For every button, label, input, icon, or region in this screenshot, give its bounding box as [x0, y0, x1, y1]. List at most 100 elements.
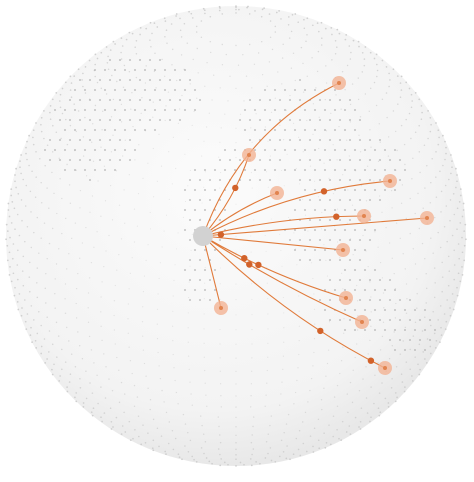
- grid-dot: [430, 237, 432, 239]
- land-dot: [144, 109, 146, 111]
- land-dot: [254, 169, 256, 171]
- land-dot: [339, 319, 341, 321]
- grid-dot: [164, 450, 167, 453]
- grid-dot: [131, 32, 134, 35]
- grid-dot: [235, 5, 237, 7]
- land-dot: [99, 139, 101, 141]
- land-dot: [159, 79, 161, 81]
- grid-dot: [453, 213, 456, 216]
- grid-dot: [101, 129, 103, 131]
- grid-dot: [123, 189, 125, 191]
- grid-dot: [66, 143, 69, 146]
- land-dot: [359, 279, 361, 281]
- grid-dot: [65, 326, 68, 329]
- grid-dot: [120, 103, 123, 106]
- land-dot: [194, 269, 196, 271]
- grid-dot: [235, 283, 237, 285]
- grid-dot: [235, 343, 237, 345]
- grid-dot: [103, 353, 105, 355]
- grid-dot: [203, 9, 206, 12]
- land-dot: [164, 69, 166, 71]
- grid-dot: [227, 100, 229, 102]
- grid-dot: [340, 108, 342, 110]
- grid-dot: [211, 462, 213, 465]
- grid-dot: [206, 126, 208, 128]
- land-dot: [319, 199, 321, 201]
- land-dot: [344, 169, 346, 171]
- grid-dot: [141, 321, 144, 323]
- grid-dot: [235, 142, 237, 144]
- grid-dot: [250, 441, 253, 444]
- grid-dot: [184, 200, 187, 203]
- grid-dot: [270, 415, 272, 417]
- grid-dot: [318, 447, 321, 450]
- grid-dot: [8, 215, 11, 218]
- grid-dot: [400, 202, 403, 204]
- grid-dot: [235, 87, 237, 90]
- grid-dot: [235, 454, 237, 456]
- land-dot: [294, 169, 296, 171]
- grid-dot: [235, 426, 237, 428]
- land-dot: [189, 179, 191, 181]
- land-dot: [284, 89, 286, 91]
- grid-dot: [195, 25, 198, 28]
- grid-dot: [311, 57, 313, 59]
- grid-dot: [87, 321, 90, 323]
- grid-dot: [404, 268, 406, 270]
- land-dot: [314, 89, 316, 91]
- grid-dot: [318, 116, 320, 118]
- grid-dot: [204, 85, 206, 87]
- land-dot: [69, 99, 71, 101]
- land-dot: [79, 99, 81, 101]
- grid-dot: [336, 429, 338, 431]
- grid-dot: [75, 130, 78, 133]
- land-dot: [319, 239, 321, 241]
- land-dot: [269, 179, 271, 181]
- grid-dot: [190, 393, 192, 395]
- land-dot: [349, 319, 351, 321]
- land-dot: [309, 219, 311, 221]
- land-dot: [299, 159, 301, 161]
- grid-dot: [384, 397, 387, 400]
- destination-core: [337, 81, 341, 85]
- land-dot: [104, 69, 106, 71]
- land-dot: [154, 69, 156, 71]
- grid-dot: [91, 195, 94, 197]
- grid-dot: [269, 20, 272, 22]
- grid-dot: [399, 82, 402, 84]
- grid-dot: [427, 110, 429, 112]
- grid-dot: [105, 93, 108, 95]
- grid-dot: [25, 184, 28, 187]
- land-dot: [359, 259, 361, 261]
- land-dot: [129, 79, 131, 81]
- grid-dot: [202, 433, 205, 435]
- land-dot: [264, 89, 266, 91]
- grid-dot: [165, 29, 168, 31]
- grid-dot: [65, 217, 67, 220]
- grid-dot: [330, 27, 333, 29]
- grid-dot: [120, 238, 123, 240]
- grid-dot: [221, 13, 224, 15]
- grid-dot: [369, 420, 371, 423]
- grid-dot: [418, 98, 421, 101]
- grid-dot: [201, 424, 203, 427]
- grid-dot: [84, 116, 86, 119]
- grid-dot: [425, 302, 427, 304]
- grid-dot: [274, 25, 277, 28]
- grid-dot: [13, 207, 16, 210]
- grid-dot: [46, 316, 48, 318]
- grid-dot: [158, 365, 160, 367]
- grid-dot: [118, 369, 120, 371]
- grid-dot: [160, 435, 163, 437]
- grid-dot: [235, 44, 237, 47]
- grid-dot: [94, 63, 97, 66]
- origin-node[interactable]: [193, 226, 213, 246]
- grid-dot: [437, 129, 440, 132]
- grid-dot: [395, 222, 398, 224]
- grid-dot: [204, 282, 206, 284]
- grid-dot: [235, 251, 237, 253]
- grid-dot: [414, 263, 417, 265]
- grid-dot: [265, 394, 267, 396]
- land-dot: [69, 119, 71, 121]
